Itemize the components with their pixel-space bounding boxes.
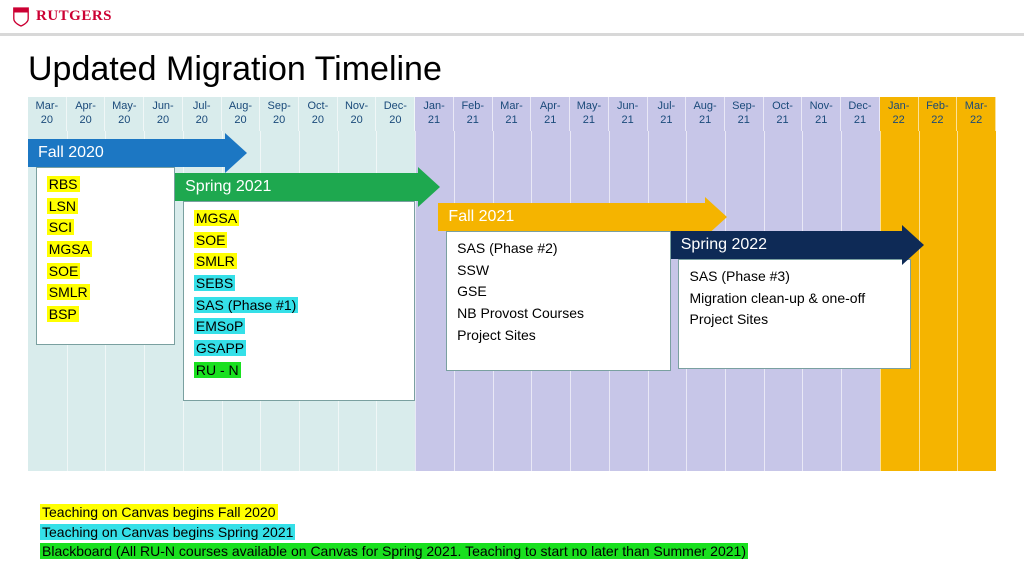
month-cell: May-21	[570, 97, 609, 131]
phase-arrow-spring2022: Spring 2022	[671, 231, 923, 259]
phase-item: NB Provost Courses	[457, 303, 660, 325]
phase-item: SSW	[457, 260, 660, 282]
phase-label: Spring 2021	[185, 178, 271, 196]
month-cell: Nov-20	[338, 97, 377, 131]
brand-name: RUTGERS	[36, 8, 112, 25]
phase-item: RBS	[47, 174, 164, 196]
month-cell: Sep-20	[260, 97, 299, 131]
phase-item: MGSA	[47, 239, 164, 261]
page-title: Updated Migration Timeline	[0, 36, 1024, 97]
legend: Teaching on Canvas begins Fall 2020Teach…	[40, 503, 748, 562]
month-cell: Jun-21	[609, 97, 648, 131]
month-cell: Nov-21	[802, 97, 841, 131]
month-cell: Feb-22	[919, 97, 958, 131]
phase-label: Fall 2021	[448, 208, 514, 226]
phase-item: MGSA	[194, 208, 404, 230]
month-cell: Dec-21	[841, 97, 880, 131]
phase-item: SOE	[194, 230, 404, 252]
month-cell: Jul-20	[183, 97, 222, 131]
phase-item: SCI	[47, 217, 164, 239]
month-cell: Oct-20	[299, 97, 338, 131]
month-cell: Jun-20	[144, 97, 183, 131]
phase-item: GSAPP	[194, 338, 404, 360]
phase-arrow-fall2020: Fall 2020	[28, 139, 245, 167]
gridline	[919, 131, 920, 471]
legend-item: Blackboard (All RU-N courses available o…	[40, 542, 748, 562]
month-cell: Mar-21	[493, 97, 532, 131]
gridline	[957, 131, 958, 471]
month-header-row: Mar-20Apr-20May-20Jun-20Jul-20Aug-20Sep-…	[28, 97, 996, 131]
brand-header: RUTGERS	[0, 0, 1024, 36]
phase-label: Spring 2022	[681, 236, 767, 254]
phase-item: SAS (Phase #1)	[194, 295, 404, 317]
phase-box-spring2022: SAS (Phase #3)Migration clean-up & one-o…	[678, 259, 910, 369]
phase-item: SMLR	[47, 282, 164, 304]
phase-item: EMSoP	[194, 316, 404, 338]
legend-item: Teaching on Canvas begins Fall 2020	[40, 503, 748, 523]
phase-item: Project Sites	[457, 325, 660, 347]
month-cell: Aug-21	[686, 97, 725, 131]
phase-box-fall2020: RBSLSNSCIMGSASOESMLRBSP	[36, 167, 175, 345]
phase-label: Fall 2020	[38, 144, 104, 162]
phase-item: SOE	[47, 261, 164, 283]
month-cell: Apr-20	[67, 97, 106, 131]
phase-item: SEBS	[194, 273, 404, 295]
phase-box-fall2021: SAS (Phase #2)SSWGSENB Provost CoursesPr…	[446, 231, 671, 371]
phase-item: SMLR	[194, 251, 404, 273]
phase-item: GSE	[457, 281, 660, 303]
phase-arrow-fall2021: Fall 2021	[438, 203, 725, 231]
phase-item: SAS (Phase #3)	[689, 266, 899, 288]
month-cell: Jan-21	[415, 97, 454, 131]
month-cell: Mar-20	[28, 97, 67, 131]
phase-item: Project Sites	[689, 309, 899, 331]
phase-item: LSN	[47, 196, 164, 218]
month-cell: Aug-20	[222, 97, 261, 131]
legend-item: Teaching on Canvas begins Spring 2021	[40, 523, 748, 543]
phase-arrow-spring2021: Spring 2021	[175, 173, 438, 201]
timeline-lanes: Fall 2020RBSLSNSCIMGSASOESMLRBSPSpring 2…	[28, 131, 996, 471]
phase-item: BSP	[47, 304, 164, 326]
rutgers-shield-icon	[12, 6, 30, 28]
month-cell: Jan-22	[880, 97, 919, 131]
phase-item: RU - N	[194, 360, 404, 382]
month-cell: Jul-21	[648, 97, 687, 131]
month-cell: Sep-21	[725, 97, 764, 131]
month-cell: Feb-21	[454, 97, 493, 131]
month-cell: Oct-21	[764, 97, 803, 131]
month-cell: Mar-22	[957, 97, 996, 131]
phase-item: Migration clean-up & one-off	[689, 288, 899, 310]
month-cell: May-20	[105, 97, 144, 131]
phase-item: SAS (Phase #2)	[457, 238, 660, 260]
timeline-chart: Mar-20Apr-20May-20Jun-20Jul-20Aug-20Sep-…	[28, 97, 996, 471]
month-cell: Apr-21	[531, 97, 570, 131]
phase-box-spring2021: MGSASOESMLRSEBSSAS (Phase #1)EMSoPGSAPPR…	[183, 201, 415, 401]
month-cell: Dec-20	[376, 97, 415, 131]
